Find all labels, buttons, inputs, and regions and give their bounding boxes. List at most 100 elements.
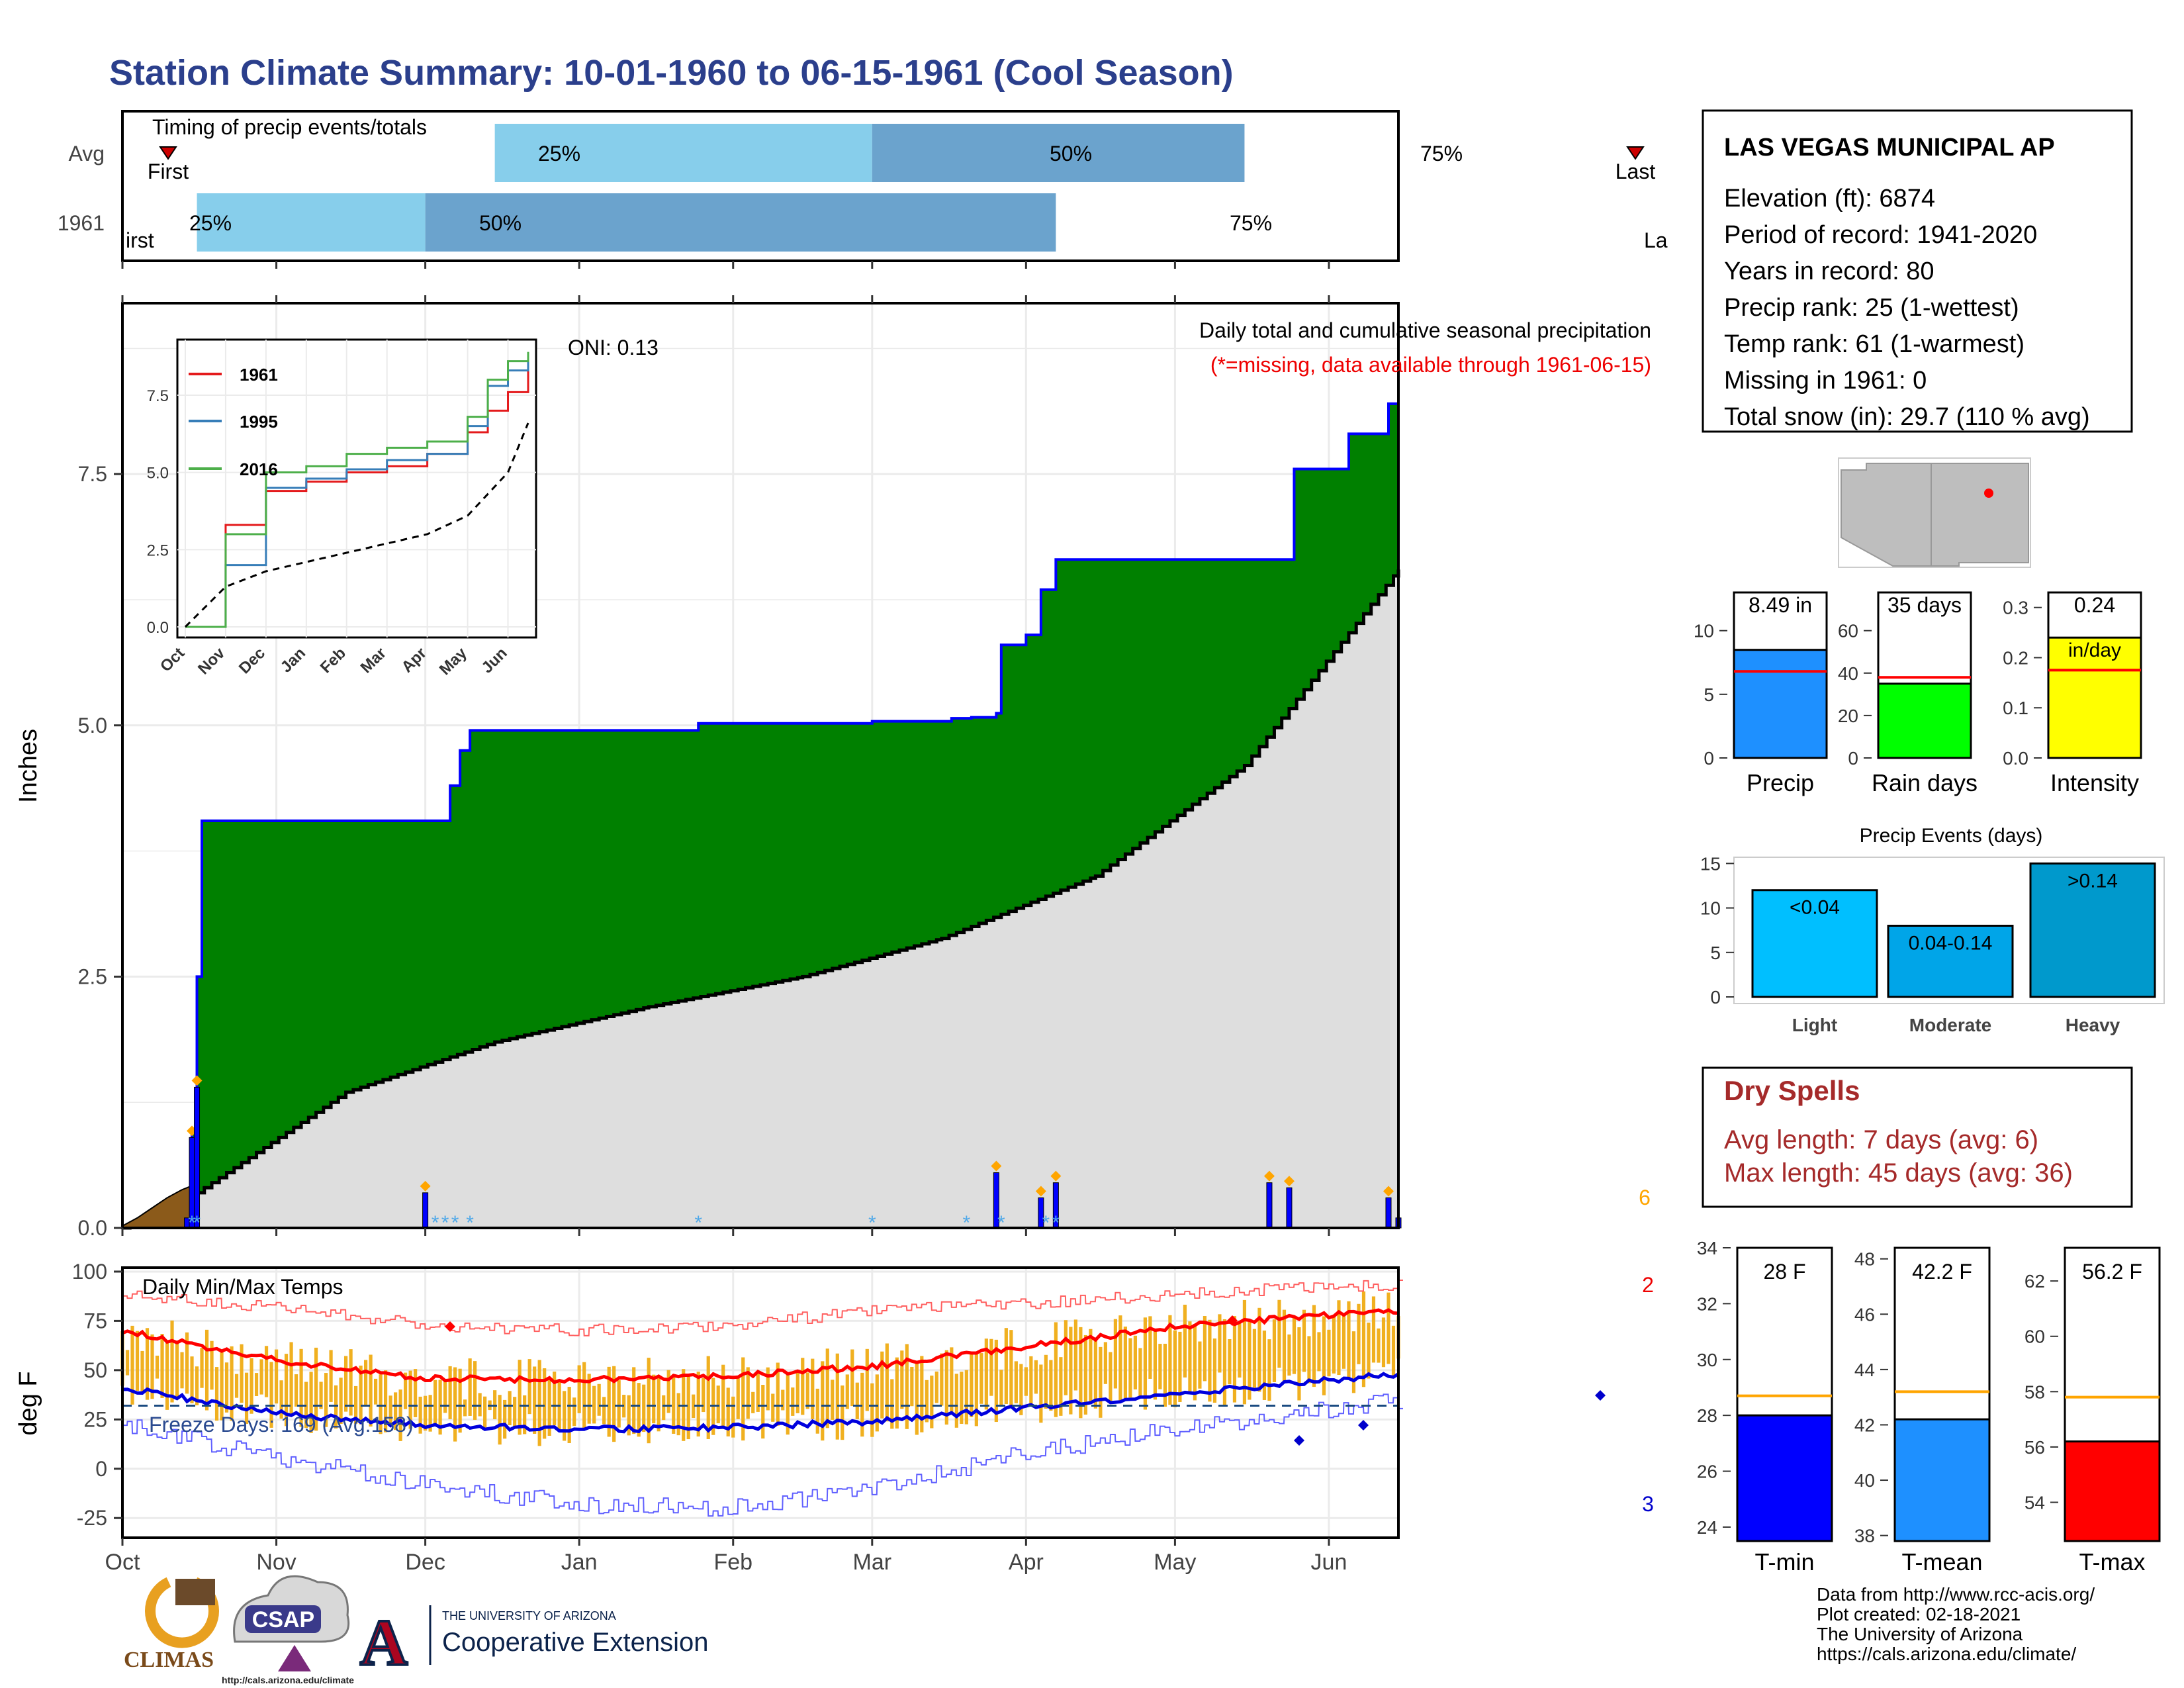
events-ytick-label: 5	[1710, 943, 1721, 963]
daily-temp-bar	[150, 1334, 154, 1399]
daily-temp-bar	[890, 1379, 894, 1429]
daily-temp-bar	[1059, 1357, 1063, 1416]
daily-temp-bar	[343, 1356, 348, 1412]
summary-ytick-label: 40	[1838, 663, 1858, 684]
daily-temp-bar	[1039, 1364, 1043, 1423]
inset-lines	[184, 352, 529, 628]
daily-temp-bar	[1267, 1339, 1271, 1401]
daily-temp-bar	[180, 1352, 184, 1389]
daily-temp-bar	[1252, 1329, 1257, 1388]
daily-temp-bar	[537, 1360, 541, 1446]
footer-credits: Data from http://www.rcc-acis.org/ Plot …	[1817, 1584, 2095, 1664]
daily-temp-bar	[880, 1351, 884, 1419]
daily-temp-bar	[414, 1369, 418, 1417]
temp-ytick-label: 100	[72, 1260, 107, 1284]
snow-day-icon: *	[441, 1212, 449, 1234]
temp-count-bottom: 3	[1642, 1492, 1654, 1516]
summary-ytick-label: 10	[1694, 621, 1714, 641]
temp-summary-ytick-label: 40	[1854, 1470, 1875, 1491]
dry-spells-title: Dry Spells	[1724, 1075, 1860, 1106]
daily-temp-bar	[766, 1367, 770, 1411]
precip-ylabel: Inches	[15, 729, 42, 803]
daily-temp-bar	[1178, 1331, 1182, 1402]
daily-temp-bar	[1054, 1322, 1058, 1417]
snow-day-icon: *	[451, 1212, 459, 1234]
daily-temp-bar	[1009, 1330, 1013, 1408]
temp-summary-value: 42.2 F	[1912, 1260, 1972, 1284]
station-snow: Total snow (in): 29.7 (110 % avg)	[1724, 403, 2090, 431]
daily-temp-bar	[424, 1395, 428, 1431]
footer-url: https://cals.arizona.edu/climate/	[1817, 1644, 2076, 1664]
climas-logo-text: CLIMAS	[124, 1648, 214, 1672]
daily-temp-bar	[195, 1366, 199, 1405]
summary-bar	[1733, 649, 1828, 759]
precip-caption: Daily total and cumulative seasonal prec…	[1199, 318, 1651, 342]
ua-big-text: Cooperative Extension	[442, 1628, 708, 1657]
events-bar	[1887, 924, 2014, 998]
precip-ytick-label: 5.0	[78, 714, 107, 737]
daily-temp-bar	[994, 1339, 998, 1423]
precip-missing-note: (*=missing, data available through 1961-…	[1210, 353, 1651, 377]
snow-day-icon: *	[997, 1212, 1005, 1234]
daily-temp-bar	[458, 1368, 462, 1433]
daily-temp-bar	[1332, 1315, 1336, 1374]
csap-mountain-icon	[278, 1645, 311, 1671]
daily-temp-bar	[140, 1350, 144, 1393]
daily-temp-bar	[920, 1356, 924, 1432]
daily-temp-bar	[165, 1341, 169, 1410]
daily-temp-bar	[572, 1397, 576, 1427]
daily-temp-bar	[582, 1362, 586, 1429]
daily-temp-bar	[254, 1373, 259, 1396]
events-bar-range: <0.04	[1790, 897, 1840, 919]
daily-temp-bar	[145, 1328, 150, 1400]
daily-temp-bar	[264, 1346, 269, 1397]
daily-temp-bar	[438, 1380, 442, 1435]
daily-temp-bar	[359, 1365, 363, 1425]
timing-avg-last: Last	[1615, 160, 1656, 183]
daily-temp-bar	[1381, 1317, 1386, 1368]
summary-bar-charts: 8.49 in 0 5 10 Precip 35 days 0 20 40 60 Rain days…	[1694, 591, 2142, 796]
daily-temp-bar	[170, 1320, 174, 1403]
daily-temp-bar	[1347, 1301, 1351, 1379]
summary-bar	[2047, 636, 2142, 759]
daily-temp-bar	[850, 1349, 854, 1407]
new-mexico-shape	[1931, 463, 2029, 567]
events-bar-range: 0.04-0.14	[1909, 932, 1993, 954]
daily-temp-bar	[353, 1385, 358, 1424]
station-info-box: LAS VEGAS MUNICIPAL AP Elevation (ft): 6…	[1702, 109, 2133, 433]
station-temp-rank: Temp rank: 61 (1-warmest)	[1724, 330, 2025, 358]
freeze-days: Freeze Days: 169 (Avg:158)	[149, 1413, 414, 1436]
dry-spells-max: Max length: 45 days (avg: 36)	[1724, 1158, 2073, 1188]
daily-temp-bar	[1377, 1328, 1381, 1363]
summary-bar-label: Precip	[1747, 769, 1814, 796]
events-bar-label: Moderate	[1909, 1015, 1991, 1035]
temp-summary-bar	[2064, 1440, 2161, 1542]
daily-temp-bar	[1093, 1337, 1097, 1409]
daily-temp-bar	[627, 1395, 631, 1436]
timing-title: Timing of precip events/totals	[152, 115, 427, 139]
last-marker-icon	[1626, 146, 1645, 160]
daily-temp-bar	[805, 1372, 809, 1409]
daily-temp-bar	[716, 1385, 720, 1424]
timing-avg-bar-early	[494, 124, 872, 182]
temp-frame	[121, 1266, 1400, 1539]
daily-temp-bar	[1387, 1292, 1390, 1364]
daily-temp-bar	[741, 1357, 745, 1441]
daily-temp-bar	[637, 1383, 641, 1437]
daily-temp-bar	[274, 1349, 279, 1404]
daily-temp-bar	[334, 1385, 338, 1429]
daily-temp-bar	[498, 1395, 502, 1445]
daily-temp-bar	[696, 1372, 700, 1437]
daily-temp-bar	[523, 1395, 527, 1434]
daily-temp-bar	[1034, 1360, 1038, 1394]
daily-temp-bar	[234, 1374, 239, 1398]
daily-temp-bar	[612, 1366, 616, 1442]
inset-series-line	[185, 352, 529, 628]
timing-avg-p25: 25%	[538, 142, 580, 165]
summary-ytick-label: 0.3	[2003, 598, 2028, 618]
daily-temp-bar	[702, 1378, 705, 1413]
max-event-marker-icon	[1050, 1170, 1062, 1182]
climas-logo: CLIMAS	[124, 1577, 219, 1672]
temp-xtick-label: Feb	[713, 1550, 752, 1575]
